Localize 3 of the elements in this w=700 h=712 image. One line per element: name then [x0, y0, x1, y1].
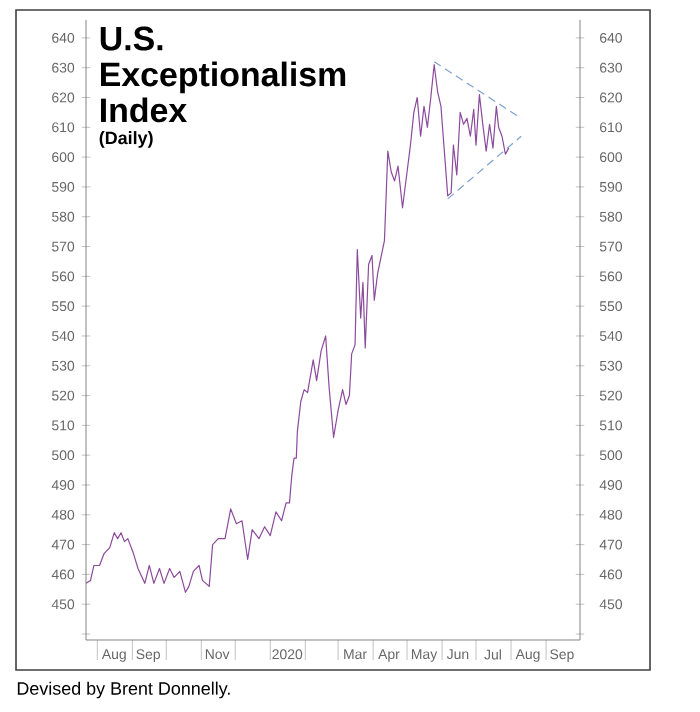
text: (Daily)	[99, 131, 153, 148]
text: Devised by Brent Donnelly.	[17, 681, 230, 699]
text: U.S. Exceptionalism Index	[100, 26, 346, 123]
